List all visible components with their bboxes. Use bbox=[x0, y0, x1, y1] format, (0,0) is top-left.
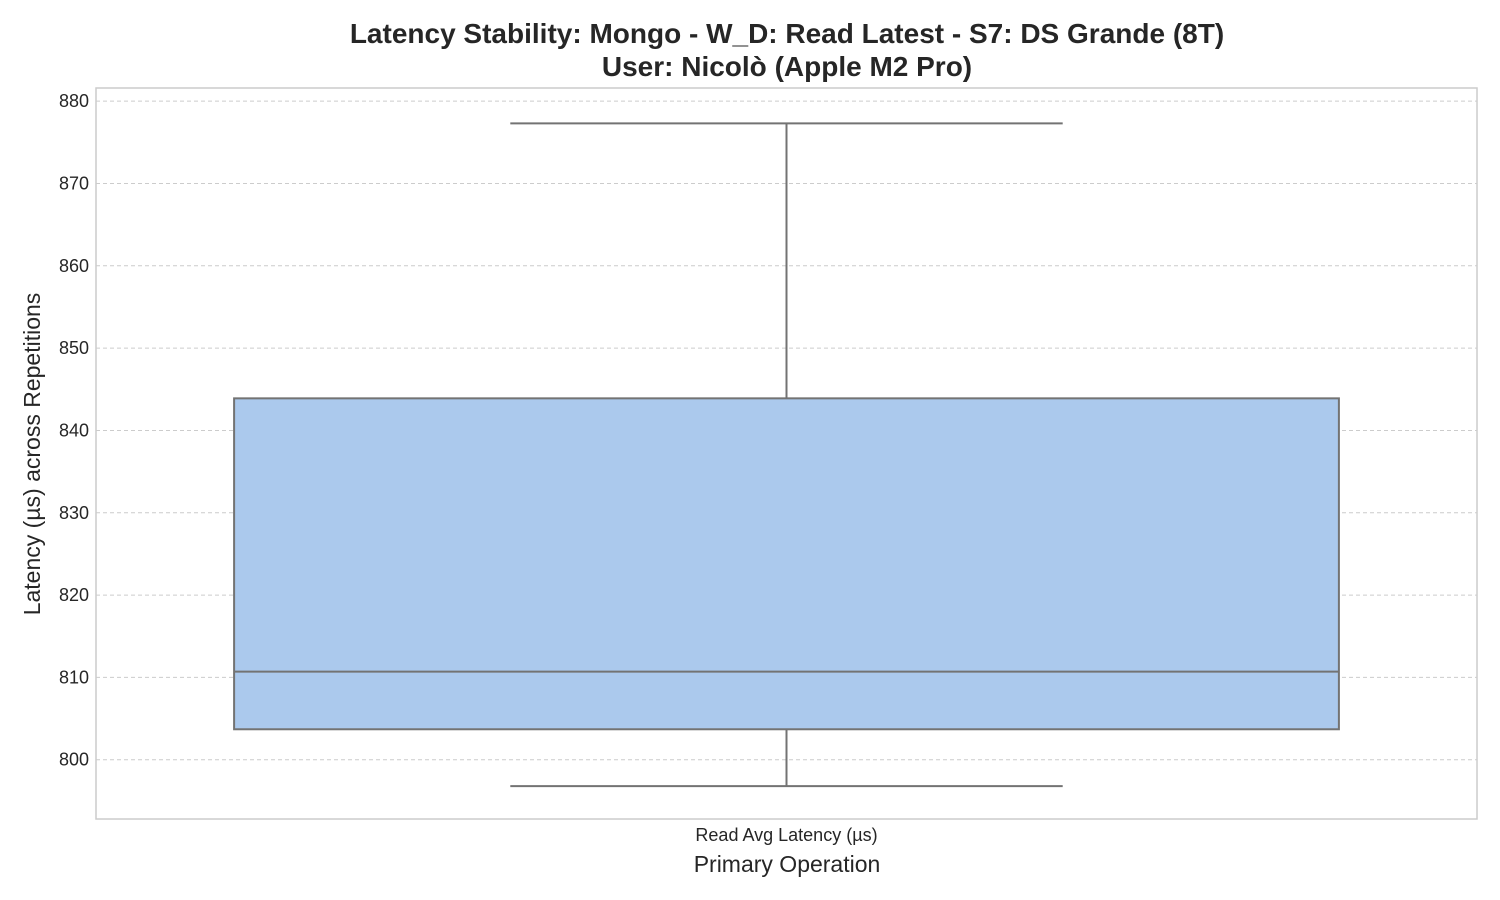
y-tick-label: 840 bbox=[59, 420, 89, 440]
box-iqr bbox=[233, 397, 1340, 731]
x-axis-label: Primary Operation bbox=[694, 851, 881, 877]
x-tick-labels: Read Avg Latency (µs) bbox=[695, 825, 877, 845]
box-series bbox=[233, 122, 1340, 788]
y-tick-label: 860 bbox=[59, 256, 89, 276]
y-tick-labels: 800 810 820 830 840 850 860 870 880 bbox=[59, 91, 89, 770]
y-tick-label: 800 bbox=[59, 750, 89, 770]
y-tick-label: 810 bbox=[59, 667, 89, 687]
y-tick-label: 820 bbox=[59, 585, 89, 605]
chart-title-line2: User: Nicolò (Apple M2 Pro) bbox=[602, 51, 972, 82]
y-tick-label: 880 bbox=[59, 91, 89, 111]
y-axis-label: Latency (µs) across Repetitions bbox=[19, 293, 45, 616]
y-tick-label: 850 bbox=[59, 338, 89, 358]
plot-frame bbox=[95, 87, 1478, 820]
chart-title-line1: Latency Stability: Mongo - W_D: Read Lat… bbox=[350, 18, 1224, 49]
y-tick-label: 870 bbox=[59, 173, 89, 193]
y-tick-label: 830 bbox=[59, 503, 89, 523]
x-tick-label: Read Avg Latency (µs) bbox=[695, 825, 877, 845]
